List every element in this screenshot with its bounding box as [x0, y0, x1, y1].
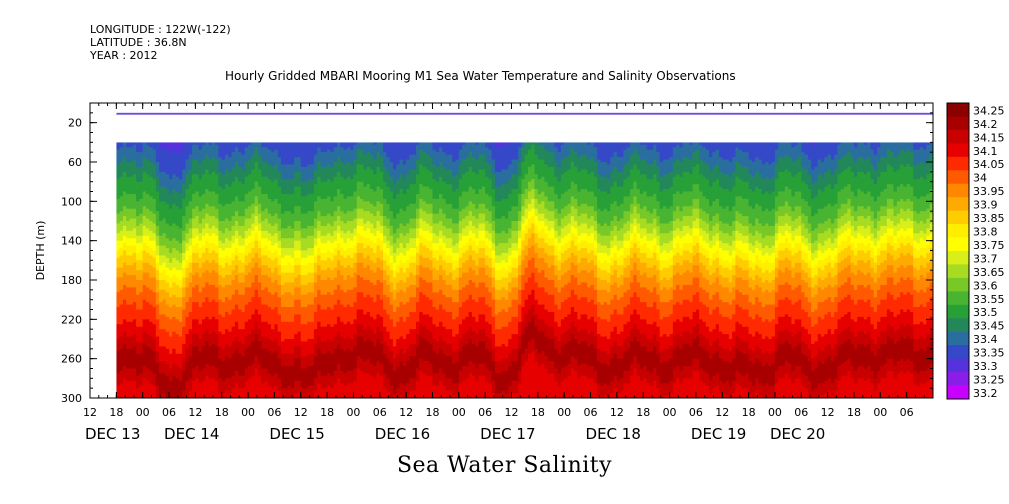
salinity-contour-field — [116, 113, 933, 399]
salinity-chart: 2060100140180220260300DEPTH (m)12 18 00 06 1… — [0, 0, 1009, 450]
